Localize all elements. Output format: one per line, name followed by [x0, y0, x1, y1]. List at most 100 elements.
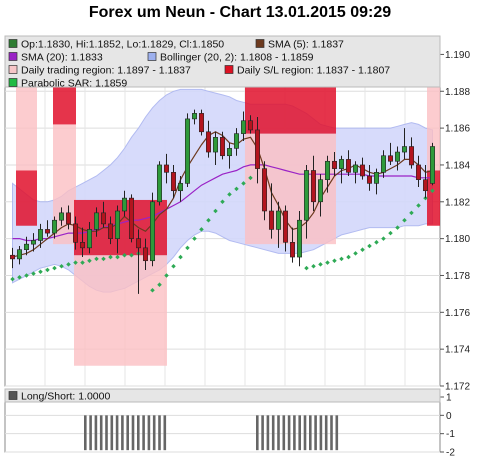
legend-label: Daily trading region: 1.1897 - 1.1837	[21, 65, 191, 77]
candle-body	[304, 170, 309, 221]
candle-body	[171, 172, 176, 192]
candle-body	[353, 164, 358, 173]
candle-body	[297, 219, 302, 258]
sub-y-tick-label: 0	[446, 411, 452, 422]
long-short-bar	[266, 415, 270, 451]
candle-body	[59, 212, 64, 221]
legend-swatch	[8, 39, 18, 48]
candle-body	[290, 242, 295, 258]
candle-body	[136, 238, 141, 249]
candle-body	[17, 249, 22, 260]
candle-body	[178, 183, 183, 192]
sar-point	[318, 262, 323, 267]
candle-body	[220, 137, 225, 157]
sar-point	[150, 287, 155, 293]
long-short-bar	[261, 415, 264, 451]
candle-body	[101, 212, 106, 225]
long-short-bar	[287, 415, 291, 451]
y-tick-label: 1.176	[445, 308, 470, 319]
long-short-bar	[256, 415, 259, 451]
candle-body	[108, 223, 113, 239]
y-tick-label: 1.186	[445, 124, 470, 135]
price-panel: 1.172 1.174 1.176 1.178 1.180 1.182 1.184 1.186…	[4, 35, 470, 393]
candle-body	[213, 137, 218, 153]
long-short-bar	[121, 415, 124, 451]
candle-body	[87, 229, 92, 249]
candle-body	[402, 146, 407, 153]
candle-body	[381, 155, 386, 173]
legend-box	[4, 35, 441, 88]
long-short-bar	[298, 415, 301, 451]
long-short-bar	[303, 415, 307, 451]
candle-body	[409, 146, 414, 166]
candle-body	[150, 201, 155, 262]
sub-legend-box	[4, 388, 441, 403]
candle-body	[269, 210, 274, 230]
legend-label: SMA (5): 1.1837	[268, 39, 344, 51]
sar-point	[304, 265, 309, 271]
trading-region	[427, 59, 440, 171]
sar-point	[339, 256, 344, 262]
long-short-bar	[319, 415, 323, 451]
sar-point	[122, 252, 127, 258]
candle-body	[157, 164, 162, 203]
candle-body	[255, 129, 260, 169]
legend-label: Bollinger (20, 2): 1.1808 - 1.1859	[160, 52, 314, 64]
long-short-bar	[126, 415, 129, 451]
candle-body	[416, 164, 421, 180]
legend-label: Daily S/L region: 1.1837 - 1.1807	[237, 65, 390, 77]
candle-body	[276, 210, 281, 230]
candle-body	[318, 179, 323, 203]
long-short-bar	[163, 415, 167, 451]
candle-body	[388, 155, 393, 162]
sar-point	[31, 271, 36, 276]
candle-body	[164, 164, 169, 173]
legend-swatch	[147, 52, 157, 61]
y-tick-label: 1.184	[445, 160, 470, 171]
sar-point	[416, 203, 421, 208]
legend-swatch	[8, 52, 18, 61]
candle-body	[80, 242, 85, 249]
candle-body	[248, 120, 253, 131]
candle-body	[31, 240, 36, 245]
long-short-bar	[152, 415, 156, 451]
candle-body	[38, 229, 43, 241]
candle-body	[143, 247, 148, 262]
candle-body	[122, 197, 127, 212]
trading-region	[74, 255, 167, 366]
sl-region	[245, 78, 336, 134]
long-short-bar	[277, 415, 280, 451]
long-short-bar	[94, 415, 98, 451]
sub-legend-swatch	[8, 391, 18, 400]
y-tick-label: 1.190	[445, 50, 470, 61]
candle-body	[241, 120, 246, 134]
long-short-bar	[158, 415, 161, 451]
long-short-bar	[271, 415, 275, 451]
long-short-bar	[84, 415, 87, 451]
long-short-bar	[330, 415, 333, 451]
candle-body	[45, 229, 50, 234]
candle-body	[283, 210, 288, 243]
y-tick-label: 1.182	[445, 197, 470, 208]
legend-label: SMA (20): 1.1833	[21, 52, 103, 64]
sar-point	[346, 254, 351, 260]
legend-swatch	[8, 78, 18, 87]
trading-region	[16, 59, 37, 171]
long-short-bar	[99, 415, 103, 451]
long-short-bar	[293, 415, 296, 451]
sar-point	[178, 254, 183, 260]
candle-body	[346, 159, 351, 173]
sar-point	[59, 264, 64, 269]
sar-point	[52, 265, 57, 271]
candle-body	[199, 113, 204, 133]
candle-body	[73, 223, 78, 243]
candle-body	[227, 148, 232, 157]
sar-point	[325, 260, 330, 265]
sar-point	[87, 258, 92, 263]
sar-point	[199, 227, 204, 232]
sar-point	[94, 256, 99, 262]
long-short-bar	[282, 415, 286, 451]
sar-point	[332, 258, 337, 263]
sub-y-tick-label: 1	[446, 393, 452, 404]
